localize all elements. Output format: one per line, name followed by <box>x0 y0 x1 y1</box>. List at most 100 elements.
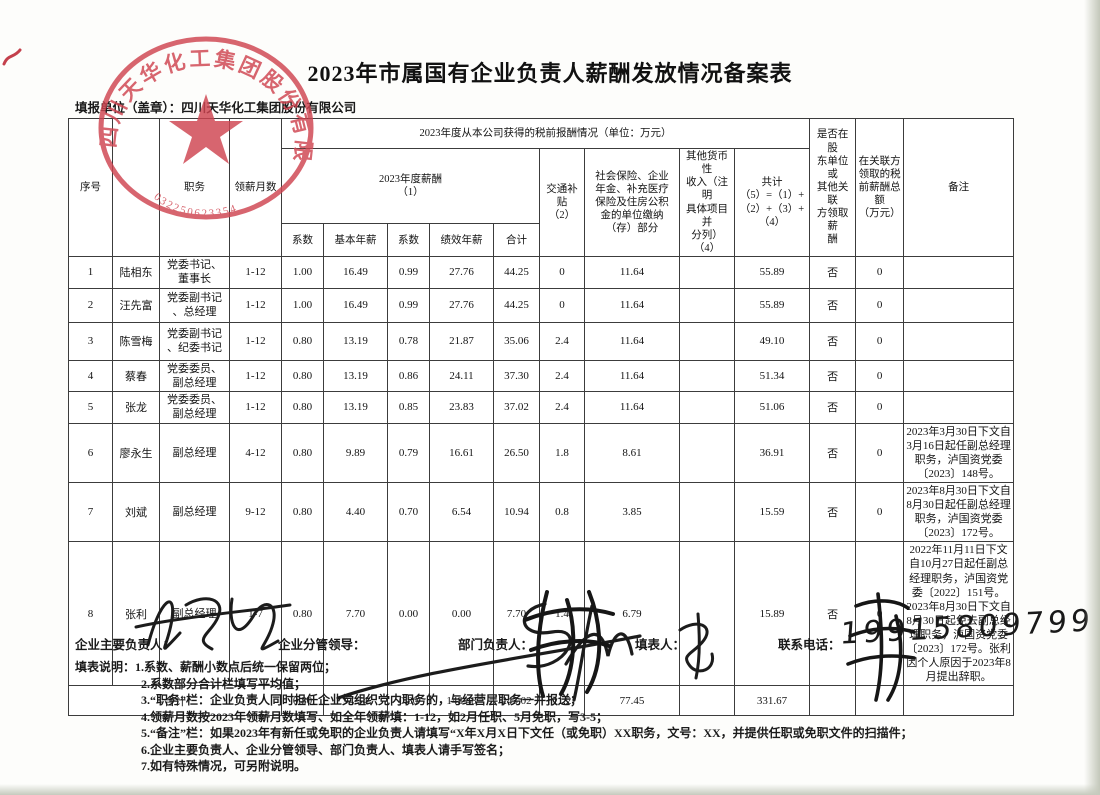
cell-transport: 2.4 <box>539 391 585 424</box>
cell-base: 13.19 <box>323 321 388 361</box>
cell-other <box>679 321 735 361</box>
cell-name: 刘斌 <box>112 482 160 543</box>
cell-months: 1-12 <box>229 359 282 393</box>
note-item: 5.“备注”栏：如果2023年有新任或免职的企业负责人请填写“X年X月X日下文任… <box>141 726 913 740</box>
cell-related-amt: 0 <box>855 287 905 323</box>
group-header-salary: 2023年度薪酬 （1） <box>281 147 540 225</box>
cell-position: 副总经理 <box>159 482 230 543</box>
cell-social: 11.64 <box>584 256 680 289</box>
cell-seq: 6 <box>68 422 113 484</box>
sign-label-phone: 联系电话： <box>778 638 841 652</box>
total-related-yn <box>809 685 857 717</box>
cell-coef1: 0.80 <box>281 422 324 484</box>
cell-seq: 5 <box>68 391 113 424</box>
cell-coef2: 0.99 <box>387 287 430 323</box>
cell-base: 4.40 <box>323 482 388 543</box>
form-notes: 填表说明： 1.系数、薪酬小数点后统一保留两位； 2.系数部分合计栏填写平均值；… <box>75 659 913 775</box>
cell-name: 陆相东 <box>112 256 160 289</box>
cell-related-yn: 否 <box>809 391 857 424</box>
cell-other <box>679 256 735 289</box>
cell-coef1: 1.00 <box>281 256 324 289</box>
cell-subtotal: 44.25 <box>493 287 540 323</box>
cell-transport: 0.8 <box>539 482 585 543</box>
cell-social: 8.61 <box>584 422 680 484</box>
col-header-seq: 序号 <box>68 118 113 257</box>
cell-position: 副总经理 <box>159 422 230 484</box>
cell-related-amt: 0 <box>855 321 905 361</box>
cell-position: 党委委员、 副总经理 <box>159 391 230 424</box>
table-row: 6 廖永生 副总经理 4-12 0.80 9.89 0.79 16.61 26.… <box>68 422 1015 484</box>
note-item: 4.领薪月数按2023年领薪月数填写、如全年领薪填：1-12，如2月任职、5月免… <box>141 709 608 724</box>
cell-position: 党委副书记 、总经理 <box>159 287 230 323</box>
reporting-unit-line: 填报单位（盖章）：四川天华化工集团股份有限公司 <box>75 101 357 115</box>
table-row: 1 陆相东 党委书记、 董事长 1-12 1.00 16.49 0.99 27.… <box>68 256 1015 289</box>
col-header-coef1: 系数 <box>281 223 324 257</box>
scan-edge-shadow-bottom <box>0 784 1100 795</box>
total-total: 331.67 <box>733 685 811 717</box>
col-header-related-amt: 在关联方 领取的税 前薪酬总 额 （万元） <box>855 118 905 257</box>
col-header-remark: 备注 <box>903 118 1015 257</box>
cell-total: 55.89 <box>733 287 811 323</box>
cell-social: 11.64 <box>584 321 680 361</box>
col-header-coef2: 系数 <box>387 223 430 257</box>
cell-total: 55.89 <box>733 256 811 289</box>
cell-related-amt: 0 <box>855 359 905 393</box>
cell-perf: 6.54 <box>429 482 494 543</box>
cell-perf: 27.76 <box>429 256 494 289</box>
cell-coef1: 0.80 <box>281 482 324 543</box>
cell-subtotal: 37.30 <box>493 359 540 393</box>
cell-total: 15.59 <box>733 482 811 543</box>
col-header-total: 共计 （5）=（1）+ （2）+（3）+ （4） <box>733 148 811 257</box>
total-other <box>679 685 735 717</box>
cell-related-yn: 否 <box>809 321 857 361</box>
cell-coef2: 0.85 <box>387 391 430 424</box>
col-header-name <box>112 118 160 257</box>
cell-related-yn: 否 <box>809 256 857 289</box>
page-title: 2023年市属国有企业负责人薪酬发放情况备案表 <box>307 61 793 86</box>
col-header-subtotal: 合计 <box>493 223 540 257</box>
cell-name: 陈雪梅 <box>112 321 160 361</box>
cell-related-yn: 否 <box>809 422 857 484</box>
cell-remark <box>903 287 1015 323</box>
header-row-2: 2023年度薪酬 （1） 交通补贴 （2） 社会保险、企业 年金、补充医疗 保险… <box>69 147 1014 257</box>
cell-coef1: 0.80 <box>281 391 324 424</box>
cell-total: 49.10 <box>733 321 811 361</box>
cell-base: 16.49 <box>323 287 388 323</box>
cell-remark <box>903 359 1015 393</box>
cell-related-amt: 0 <box>855 391 905 424</box>
cell-related-amt: 0 <box>855 482 905 543</box>
cell-months: 1-12 <box>229 256 282 289</box>
col-header-related-yn: 是否在股 东单位或 其他关联 方领取薪 酬 <box>809 118 857 257</box>
group-header-pretax: 2023年度从本公司获得的税前报酬情况（单位：万元） <box>280 118 811 149</box>
cell-transport: 0 <box>539 287 585 323</box>
cell-related-amt: 0 <box>855 422 905 484</box>
cell-other <box>679 359 735 393</box>
cell-perf: 16.61 <box>429 422 494 484</box>
note-item: 6.企业主要负责人、企业分管领导、部门负责人、填表人请手写签名； <box>141 742 511 757</box>
table-row: 4 蔡春 党委委员、 副总经理 1-12 0.80 13.19 0.86 24.… <box>68 359 1015 393</box>
cell-seq: 3 <box>68 321 113 361</box>
table-row: 5 张龙 党委委员、 副总经理 1-12 0.80 13.19 0.85 23.… <box>68 391 1015 424</box>
cell-other <box>679 391 735 424</box>
total-coef1: 0.80 <box>281 685 324 717</box>
note-item: 7.如有特殊情况，可另附说明。 <box>141 759 307 773</box>
cell-name: 张龙 <box>112 391 160 424</box>
cell-social: 11.64 <box>584 391 680 424</box>
cell-position: 党委副书记 、纪委书记 <box>159 321 230 361</box>
note-item: 1.系数、薪酬小数点后统一保留两位； <box>135 660 337 674</box>
cell-coef2: 0.70 <box>387 482 430 543</box>
cell-transport: 2.4 <box>539 359 585 393</box>
cell-transport: 1.8 <box>539 422 585 484</box>
table-row: 3 陈雪梅 党委副书记 、纪委书记 1-12 0.80 13.19 0.78 2… <box>68 321 1015 361</box>
cell-coef2: 0.99 <box>387 256 430 289</box>
cell-subtotal: 26.50 <box>493 422 540 484</box>
cell-months: 1-12 <box>229 287 282 323</box>
cell-related-yn: 否 <box>809 287 857 323</box>
cell-base: 9.89 <box>323 422 388 484</box>
cell-transport: 0 <box>539 256 585 289</box>
header-row-1: 序号 职务 领薪月数 2023年度从本公司获得的税前报酬情况（单位：万元） 是否… <box>68 118 1015 257</box>
notes-label: 填表说明： <box>75 660 136 674</box>
total-remark <box>903 685 1015 717</box>
cell-position: 党委书记、 董事长 <box>159 256 230 289</box>
header-row-3: 系数 基本年薪 系数 绩效年薪 合计 <box>69 223 1014 257</box>
